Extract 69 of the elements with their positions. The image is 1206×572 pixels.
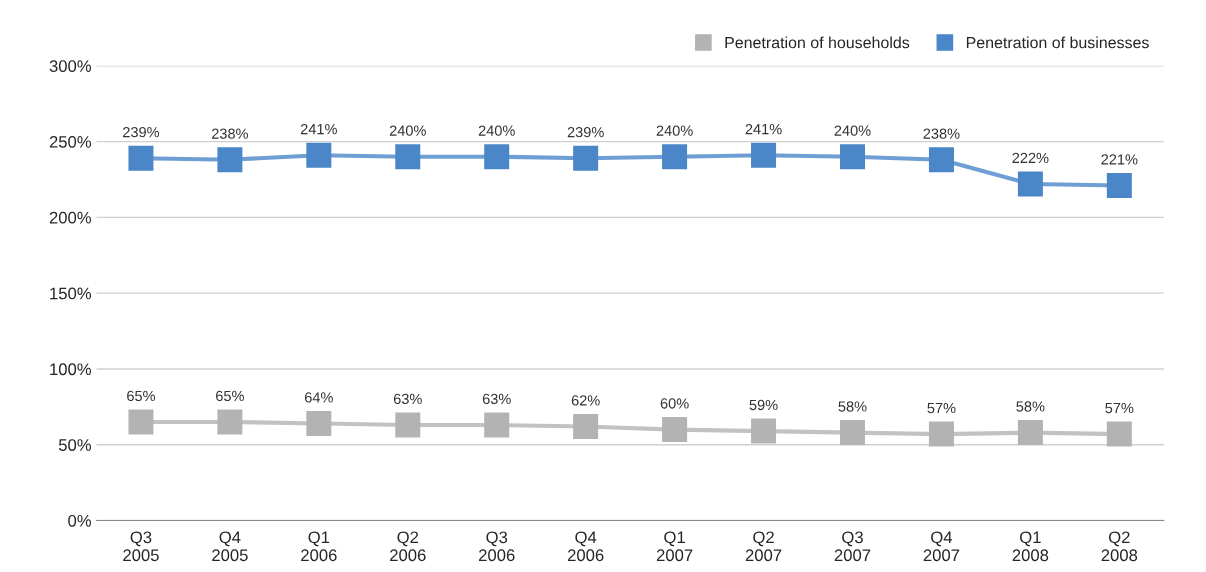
data-label: 238% <box>923 128 960 139</box>
data-label: 60% <box>660 398 689 409</box>
data-label: 241% <box>745 123 782 135</box>
y-tick-label: 0% <box>68 514 92 527</box>
x-tick-label: Q3 2007 <box>834 531 871 562</box>
x-tick-label: Q4 2006 <box>567 531 604 562</box>
data-label: 222% <box>1012 152 1049 164</box>
point <box>217 409 243 435</box>
data-label: 57% <box>1105 402 1134 414</box>
y-tick-label: 50% <box>58 439 92 451</box>
legend-label: Penetration of households <box>725 36 910 49</box>
point <box>395 412 421 438</box>
x-tick-label: Q1 2007 <box>656 531 693 562</box>
data-label: 64% <box>304 392 333 403</box>
point <box>662 417 688 443</box>
point <box>1106 173 1132 199</box>
x-tick-label: Q1 2006 <box>301 531 337 562</box>
x-tick-label: Q2 2008 <box>1101 531 1138 562</box>
data-label: 240% <box>389 125 426 136</box>
data-label: 58% <box>838 401 867 412</box>
data-label: 240% <box>478 125 515 136</box>
point <box>128 409 154 435</box>
data-label: 239% <box>567 126 604 138</box>
x-tick-label: Q2 2007 <box>745 531 782 562</box>
data-label: 240% <box>656 125 693 136</box>
x-tick-label: Q4 2007 <box>923 531 960 562</box>
y-tick-label: 100% <box>50 363 92 376</box>
point <box>573 414 599 440</box>
y-tick-label: 150% <box>50 287 92 300</box>
data-label: 65% <box>216 390 244 402</box>
data-label: 238% <box>211 128 249 139</box>
y-tick-label: 300% <box>49 60 92 72</box>
x-tick-label: Q3 2006 <box>479 531 515 562</box>
x-tick-label: Q2 2006 <box>390 531 426 562</box>
point <box>217 147 243 173</box>
x-tick-label: Q1 2008 <box>1012 531 1049 562</box>
point <box>306 142 332 168</box>
point <box>928 147 954 173</box>
point <box>1106 421 1132 447</box>
y-tick-label: 250% <box>49 135 92 148</box>
point <box>306 411 332 437</box>
data-label: 240% <box>834 125 871 136</box>
point <box>839 144 865 170</box>
point <box>484 144 510 170</box>
data-label: 59% <box>749 399 778 411</box>
point <box>484 412 510 438</box>
data-label: 63% <box>482 393 511 405</box>
point <box>1017 420 1043 446</box>
x-tick-label: Q4 2005 <box>212 531 248 562</box>
point <box>928 421 954 447</box>
point <box>751 142 777 168</box>
point <box>395 144 421 170</box>
data-label: 241% <box>300 123 337 135</box>
data-label: 239% <box>123 126 160 138</box>
data-label: 58% <box>1016 401 1045 412</box>
point <box>128 145 154 171</box>
data-label: 221% <box>1101 154 1138 165</box>
point <box>839 420 865 446</box>
x-tick-label: Q3 2005 <box>123 531 159 562</box>
data-label: 62% <box>571 395 600 406</box>
point <box>751 418 777 444</box>
legend-label: Penetration of businesses <box>966 36 1149 49</box>
y-tick-label: 200% <box>49 211 92 224</box>
point <box>1017 171 1043 197</box>
point <box>662 144 688 170</box>
data-label: 65% <box>127 390 156 402</box>
point <box>573 145 599 171</box>
data-label: 63% <box>393 393 422 405</box>
data-label: 57% <box>927 402 956 414</box>
